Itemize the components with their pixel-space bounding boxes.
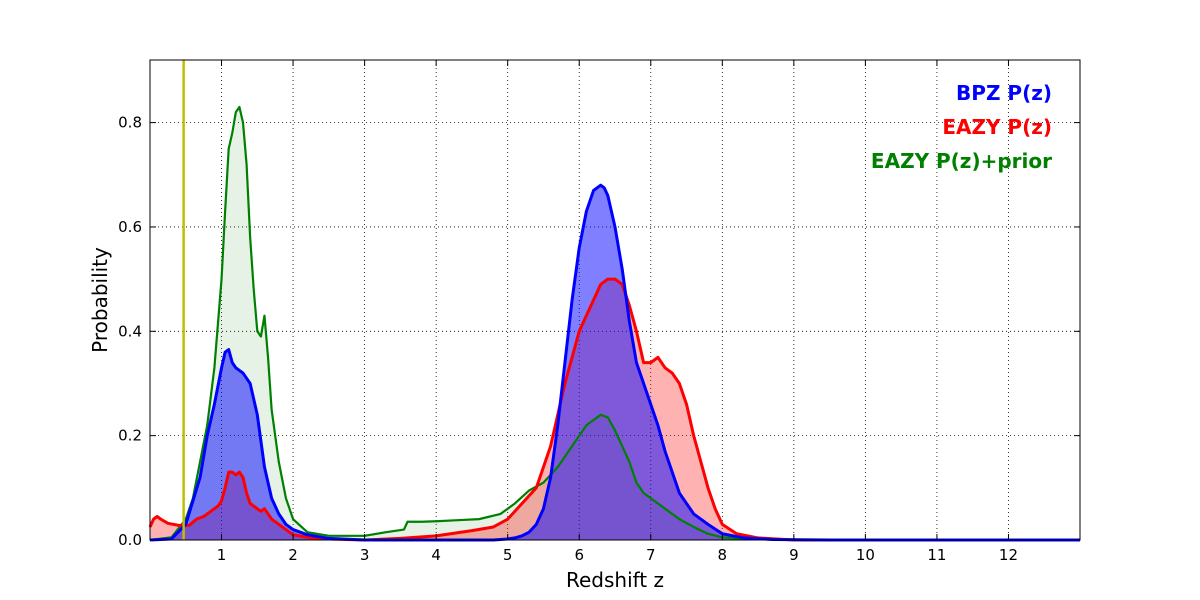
x-tick-label: 3 — [360, 546, 370, 564]
x-tick-label: 1 — [217, 546, 227, 564]
series-line-2 — [149, 105, 1080, 542]
legend-entry: EAZY P(z)+prior — [871, 149, 1052, 173]
series-group — [148, 105, 1080, 542]
x-tick-label: 9 — [789, 546, 799, 564]
x-tick-label: 6 — [574, 546, 584, 564]
x-tick-label: 5 — [503, 546, 513, 564]
y-tick-label: 0.8 — [118, 114, 142, 132]
y-axis-title: Probability — [88, 247, 112, 353]
x-axis-title: Redshift z — [566, 568, 664, 592]
series-line-0 — [149, 183, 1080, 542]
plot-frame — [149, 59, 1081, 541]
legend-entry: BPZ P(z) — [956, 81, 1052, 105]
x-tick-label: 10 — [856, 546, 875, 564]
x-tick-label: 12 — [999, 546, 1018, 564]
y-tick-label: 0.2 — [118, 427, 142, 445]
series-area-0 — [150, 185, 1080, 540]
legend: BPZ P(z) EAZY P(z) EAZY P(z)+prior — [871, 81, 1052, 173]
x-tick-label: 4 — [431, 546, 441, 564]
x-tick-label: 7 — [646, 546, 656, 564]
x-tick-label: 11 — [927, 546, 946, 564]
y-tick-label: 0.4 — [118, 322, 142, 340]
x-tick-label: 2 — [288, 546, 298, 564]
legend-entry: EAZY P(z) — [942, 115, 1052, 139]
y-tick-label: 0.6 — [118, 218, 142, 236]
ticks: 1 2 3 4 5 6 7 8 9 10 11 120.00.20.40.60.8 — [118, 60, 1080, 564]
y-tick-label: 0.0 — [118, 531, 142, 549]
x-tick-label: 8 — [718, 546, 728, 564]
